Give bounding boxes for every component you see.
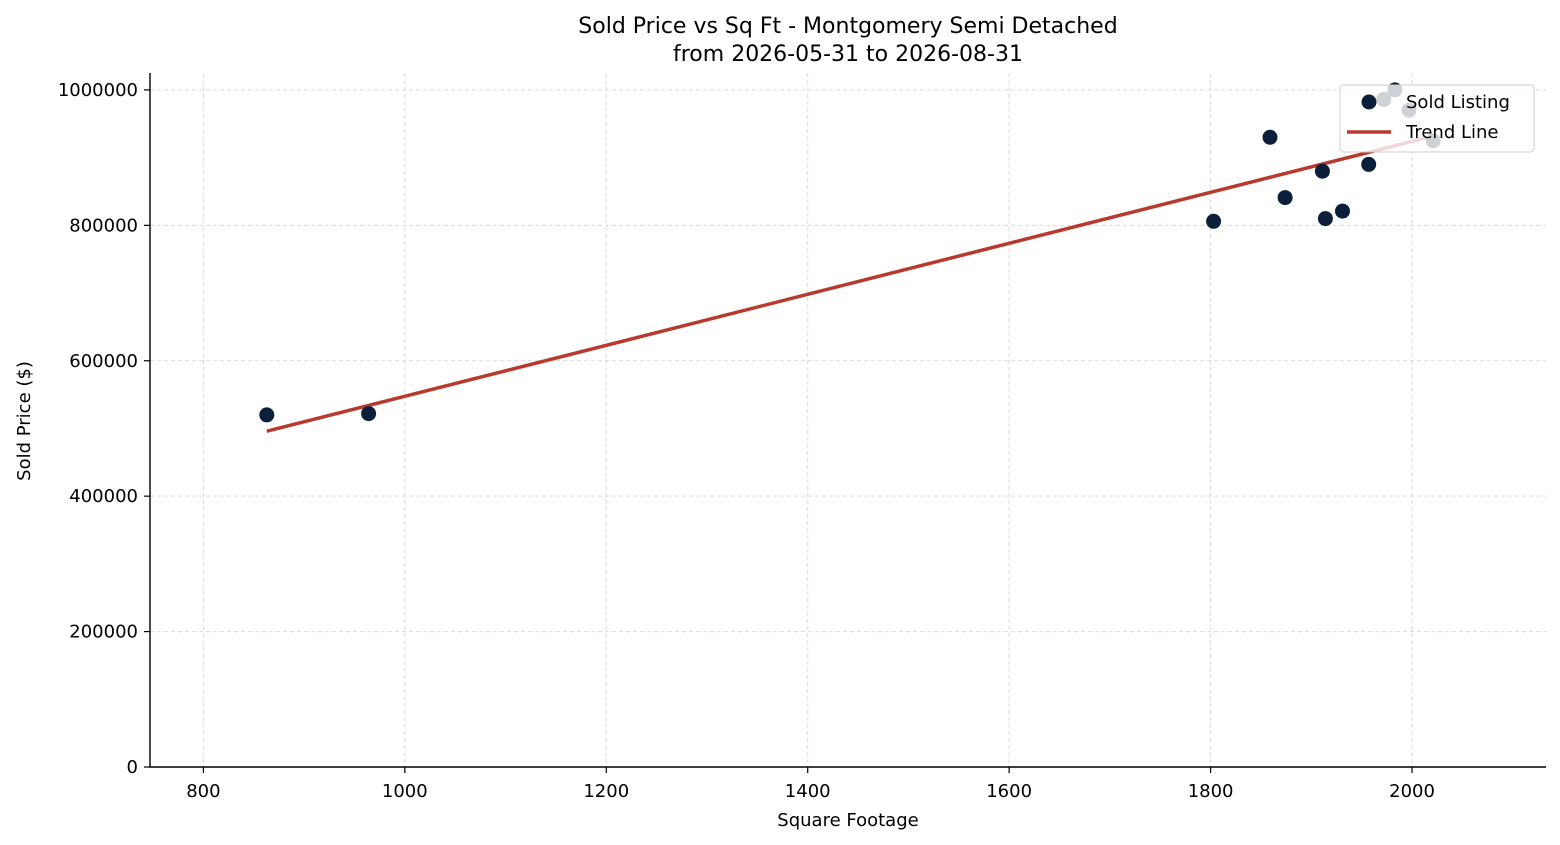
scatter-point — [1314, 163, 1330, 179]
data-points-layer — [259, 82, 1441, 423]
scatter-point — [1262, 129, 1278, 145]
legend-marker-scatter — [1361, 94, 1377, 110]
x-tick-label: 1400 — [785, 781, 831, 802]
legend-box — [1339, 84, 1535, 153]
chart-subtitle: from 2026-05-31 to 2026-08-31 — [673, 42, 1023, 67]
x-tick-label: 1800 — [1188, 781, 1234, 802]
scatter-point — [1335, 203, 1350, 219]
legend-label: Sold Listing — [1406, 92, 1510, 113]
scatter-point — [361, 406, 377, 422]
legend-label: Trend Line — [1405, 122, 1499, 143]
scatter-point — [1317, 211, 1333, 227]
x-axis-label: Square Footage — [777, 810, 918, 831]
legend: Sold Listing Trend Line — [1339, 84, 1535, 153]
y-tick-label: 600000 — [69, 351, 138, 372]
x-tick-label: 1200 — [583, 781, 629, 802]
axes — [149, 73, 1546, 768]
scatter-point — [1361, 156, 1377, 172]
x-axis-ticks: 800 1000 1200 1400 1600 1800 2000 — [186, 767, 1435, 802]
trend-line-layer — [266, 134, 1434, 433]
y-tick-label: 800000 — [69, 215, 138, 236]
y-tick-label: 1000000 — [58, 80, 138, 101]
y-tick-label: 200000 — [69, 622, 138, 643]
trend-line — [266, 134, 1434, 433]
grid-lines — [150, 73, 1546, 768]
scatter-point — [1277, 190, 1293, 206]
x-tick-label: 2000 — [1389, 781, 1435, 802]
y-axis-ticks: 0 200000 400000 600000 800000 1000000 — [58, 80, 150, 778]
x-tick-label: 800 — [186, 781, 220, 802]
y-axis-label: Sold Price ($) — [14, 361, 35, 481]
scatter-point — [259, 407, 275, 423]
x-tick-label: 1000 — [382, 781, 428, 802]
chart-title: Sold Price vs Sq Ft - Montgomery Semi De… — [578, 14, 1117, 39]
y-tick-label: 0 — [127, 757, 138, 778]
scatter-point — [1206, 213, 1222, 229]
y-tick-label: 400000 — [69, 486, 138, 507]
x-tick-label: 1600 — [986, 781, 1032, 802]
